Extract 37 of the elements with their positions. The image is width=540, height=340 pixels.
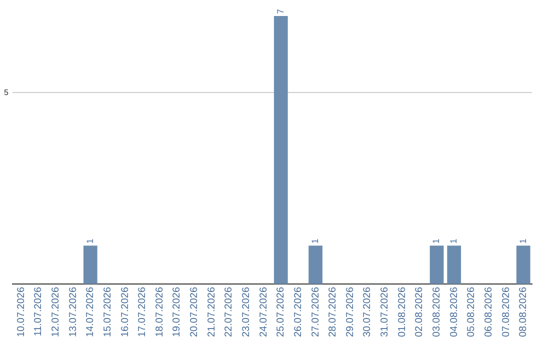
data-label: 7	[275, 8, 286, 14]
data-label: 1	[84, 238, 95, 244]
x-tick-label: 10.07.2026	[16, 286, 27, 338]
data-label: 1	[518, 238, 528, 244]
x-tick-label: 22.07.2026	[224, 286, 235, 338]
x-tick-label: 03.08.2026	[432, 286, 442, 338]
x-tick-label: 27.07.2026	[310, 286, 322, 338]
x-tick-label: 19.07.2026	[172, 286, 183, 338]
x-tick-label: 07.08.2026	[500, 286, 512, 338]
x-tick-label: 26.07.2026	[292, 286, 304, 338]
x-tick-label: 25.07.2026	[276, 286, 287, 338]
x-tick-label: 17.07.2026	[137, 286, 148, 338]
x-tick-label: 05.08.2026	[466, 286, 478, 338]
data-label: 1	[310, 238, 320, 244]
x-tick-label: 30.07.2026	[362, 286, 374, 338]
x-tick-label: 21.07.2026	[206, 286, 218, 338]
x-tick-label: 18.07.2026	[154, 286, 166, 338]
x-tick-label: 28.07.2026	[328, 286, 339, 338]
x-tick-label: 16.07.2026	[120, 286, 131, 338]
x-tick-label: 31.07.2026	[380, 286, 391, 338]
data-label: 1	[448, 238, 459, 244]
data-label: 1	[431, 238, 442, 244]
x-tick-label: 14.07.2026	[85, 286, 96, 338]
x-tick-label: 06.08.2026	[483, 286, 494, 338]
x-tick-label: 01.08.2026	[396, 286, 408, 338]
x-tick-label: 12.07.2026	[50, 286, 62, 338]
x-tick-label: 04.08.2026	[448, 286, 460, 338]
x-tick-label: 23.07.2026	[240, 286, 252, 338]
x-tick-label: 15.07.2026	[102, 286, 114, 338]
x-tick-label: 11.07.2026	[33, 286, 44, 336]
x-tick-label: 20.07.2026	[189, 286, 200, 338]
x-tick-label: 08.08.2026	[518, 286, 530, 338]
x-tick-label: 02.08.2026	[414, 286, 426, 338]
y-tick-label: 5	[4, 88, 9, 97]
x-tick-label: 13.07.2026	[68, 286, 79, 338]
x-tick-label: 24.07.2026	[258, 286, 270, 338]
x-tick-label: 29.07.2026	[344, 286, 356, 338]
